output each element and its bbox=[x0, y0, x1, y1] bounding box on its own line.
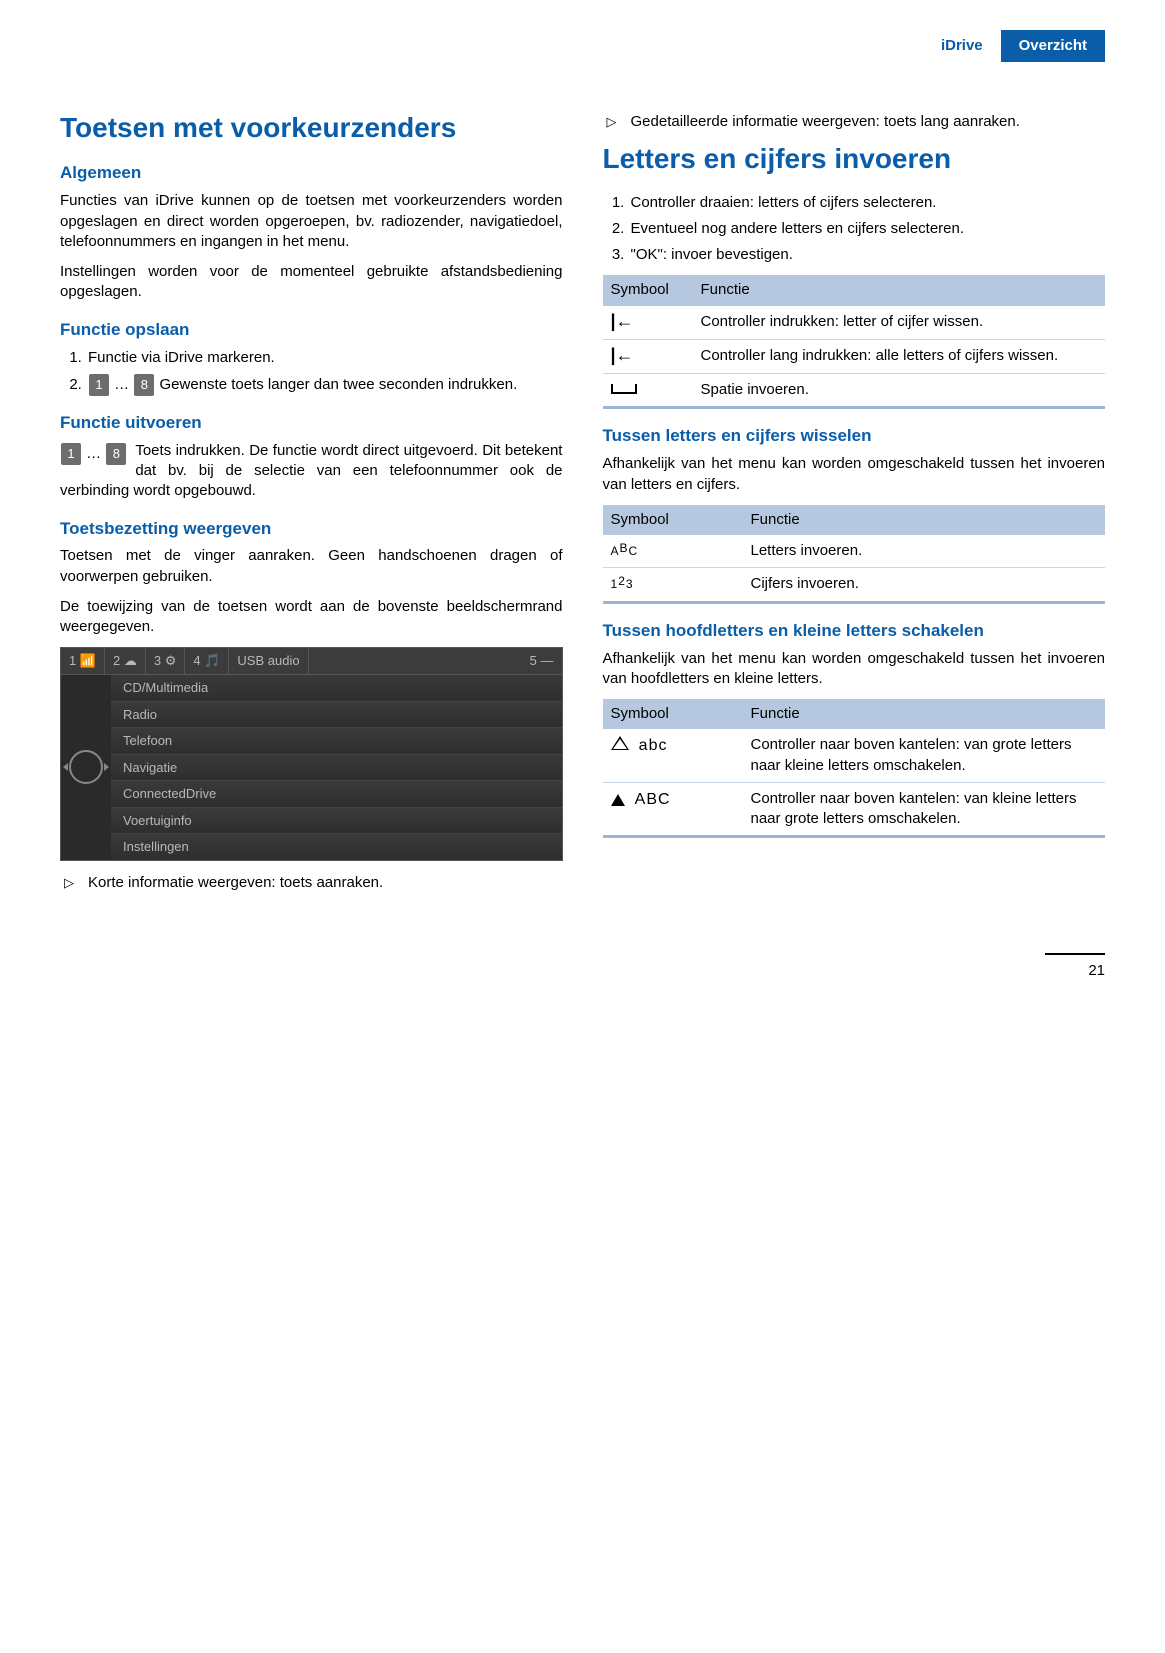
idrive-topbar: 1 📶 2 ☁ 3 ⚙ 4 🎵 USB audio 5 — bbox=[61, 648, 562, 675]
para-toetsbezetting-1: Toetsen met de vinger aanraken. Geen han… bbox=[60, 546, 563, 587]
backspace-icon: |← bbox=[611, 312, 634, 330]
topbar-seg: 1 📶 bbox=[61, 648, 105, 674]
menu-item: Instellingen bbox=[111, 834, 562, 860]
bullet-list: Gedetailleerde informatie weergeven: toe… bbox=[603, 112, 1106, 132]
symbol-table-3: Symbool Functie abc Controller naar bove… bbox=[603, 699, 1106, 838]
heading-toetsen: Toetsen met voorkeurzenders bbox=[60, 112, 563, 144]
subheading-functie-uitvoeren: Functie uitvoeren bbox=[60, 412, 563, 435]
bullet-list: Korte informatie weergeven: toets aanrak… bbox=[60, 873, 563, 893]
list-item: 1 … 8 Gewenste toets langer dan twee sec… bbox=[86, 374, 563, 396]
abc-icon: ABC bbox=[611, 541, 639, 558]
idrive-screenshot: 1 📶 2 ☁ 3 ⚙ 4 🎵 USB audio 5 — CD/Multime… bbox=[60, 647, 563, 860]
para-functie-uitvoeren: 1 … 8 Toets indrukken. De functie wordt … bbox=[60, 441, 563, 502]
symbol-cell: |← bbox=[603, 306, 693, 340]
heading-letters-cijfers: Letters en cijfers invoeren bbox=[603, 143, 1106, 175]
bullet-item: Gedetailleerde informatie weergeven: toe… bbox=[631, 112, 1106, 132]
topbar-seg: 4 🎵 bbox=[185, 648, 229, 674]
topbar-seg: 5 — bbox=[522, 648, 562, 674]
list-item: Eventueel nog andere letters en cijfers … bbox=[629, 219, 1106, 239]
desc-cell: Controller lang indrukken: alle letters … bbox=[693, 339, 1106, 373]
th-symbool: Symbool bbox=[603, 275, 693, 305]
list-item: Functie via iDrive markeren. bbox=[86, 348, 563, 368]
list-invoeren: Controller draaien: letters of cijfers s… bbox=[603, 193, 1106, 266]
desc-cell: Controller indrukken: letter of cijfer w… bbox=[693, 306, 1106, 340]
para-toetsbezetting-2: De toewijzing van de toetsen wordt aan d… bbox=[60, 597, 563, 638]
symbol-cell: 123 bbox=[603, 568, 743, 602]
right-column: Gedetailleerde informatie weergeven: toe… bbox=[603, 112, 1106, 903]
symbol-cell bbox=[603, 374, 693, 408]
key-8-icon: 8 bbox=[134, 374, 154, 396]
para: Afhankelijk van het menu kan worden omge… bbox=[603, 649, 1106, 690]
symbol-cell: |← bbox=[603, 339, 693, 373]
list-functie-opslaan: Functie via iDrive markeren. 1 … 8 Gewen… bbox=[60, 348, 563, 396]
abc-lower-label: abc bbox=[639, 737, 668, 754]
bullet-item: Korte informatie weergeven: toets aanrak… bbox=[88, 873, 563, 893]
symbol-table-2: Symbool Functie ABC Letters invoeren. 12… bbox=[603, 505, 1106, 604]
topbar-seg: 3 ⚙ bbox=[146, 648, 186, 674]
subheading-functie-opslaan: Functie opslaan bbox=[60, 319, 563, 342]
menu-item: Voertuiginfo bbox=[111, 808, 562, 835]
spacebar-icon bbox=[611, 384, 637, 394]
header-tabs: iDrive Overzicht bbox=[60, 30, 1105, 62]
symbol-cell: abc bbox=[603, 729, 743, 782]
menu-item: Navigatie bbox=[111, 755, 562, 782]
abc-upper-label: ABC bbox=[635, 791, 671, 808]
list-item: Controller draaien: letters of cijfers s… bbox=[629, 193, 1106, 213]
subheading-toetsbezetting: Toetsbezetting weergeven bbox=[60, 518, 563, 541]
th-functie: Functie bbox=[743, 699, 1106, 729]
triangle-solid-icon bbox=[611, 794, 625, 806]
desc-cell: Spatie invoeren. bbox=[693, 374, 1106, 408]
tab-idrive: iDrive bbox=[923, 30, 1001, 62]
idrive-menu: CD/Multimedia Radio Telefoon Navigatie C… bbox=[111, 675, 562, 860]
menu-item: ConnectedDrive bbox=[111, 781, 562, 808]
list-item-text: Gewenste toets langer dan twee seconden … bbox=[160, 376, 518, 393]
123-icon: 123 bbox=[611, 574, 634, 591]
desc-cell: Cijfers invoeren. bbox=[743, 568, 1106, 602]
symbol-cell: ABC bbox=[603, 782, 743, 837]
topbar-seg: USB audio bbox=[229, 648, 308, 674]
subheading-algemeen: Algemeen bbox=[60, 162, 563, 185]
th-functie: Functie bbox=[743, 505, 1106, 535]
para-algemeen-2: Instellingen worden voor de momenteel ge… bbox=[60, 262, 563, 303]
para: Afhankelijk van het menu kan worden omge… bbox=[603, 454, 1106, 495]
menu-item: Radio bbox=[111, 702, 562, 729]
tab-overzicht: Overzicht bbox=[1001, 30, 1105, 62]
topbar-seg: 2 ☁ bbox=[105, 648, 146, 674]
th-functie: Functie bbox=[693, 275, 1106, 305]
th-symbool: Symbool bbox=[603, 699, 743, 729]
left-column: Toetsen met voorkeurzenders Algemeen Fun… bbox=[60, 112, 563, 903]
idrive-dial-icon bbox=[61, 675, 111, 860]
symbol-table-1: Symbool Functie |← Controller indrukken:… bbox=[603, 275, 1106, 409]
page-number: 21 bbox=[1045, 953, 1105, 981]
desc-cell: Controller naar boven kantelen: van klei… bbox=[743, 782, 1106, 837]
para-algemeen-1: Functies van iDrive kunnen op de toetsen… bbox=[60, 191, 563, 252]
key-1-icon: 1 bbox=[89, 374, 109, 396]
backspace-icon: |← bbox=[611, 346, 634, 364]
list-item: "OK": invoer bevestigen. bbox=[629, 245, 1106, 265]
text: Toets indrukken. bbox=[135, 442, 244, 459]
desc-cell: Letters invoeren. bbox=[743, 535, 1106, 568]
key-1-icon: 1 bbox=[61, 443, 81, 465]
key-8-icon: 8 bbox=[106, 443, 126, 465]
th-symbool: Symbool bbox=[603, 505, 743, 535]
subheading-letters-cijfers-wisselen: Tussen letters en cijfers wisselen bbox=[603, 425, 1106, 448]
menu-item: Telefoon bbox=[111, 728, 562, 755]
menu-item: CD/Multimedia bbox=[111, 675, 562, 702]
subheading-hoofdletters: Tussen hoofdletters en kleine letters sc… bbox=[603, 620, 1106, 643]
desc-cell: Controller naar boven kantelen: van grot… bbox=[743, 729, 1106, 782]
symbol-cell: ABC bbox=[603, 535, 743, 568]
